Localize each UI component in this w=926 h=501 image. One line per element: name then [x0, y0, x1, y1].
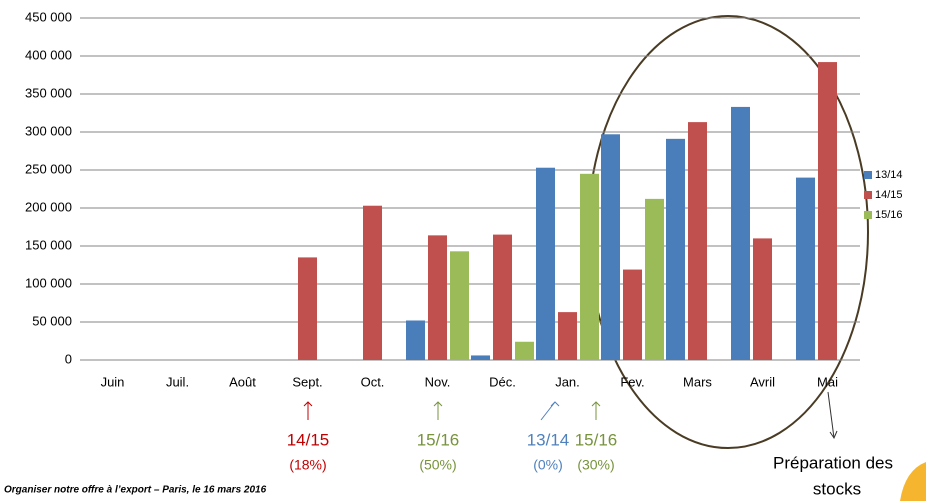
annotation-label: 13/14	[527, 430, 570, 449]
annotation-sub: (0%)	[533, 457, 563, 473]
bar	[666, 138, 685, 360]
bar	[536, 167, 555, 360]
bar	[450, 251, 469, 360]
annotation-arrow-head	[433, 401, 443, 407]
bar	[406, 320, 425, 360]
y-tick-label: 0	[65, 351, 72, 366]
x-tick-label: Mai	[817, 374, 838, 389]
bar	[645, 198, 664, 360]
x-tick-label: Oct.	[361, 374, 385, 389]
bar	[796, 177, 815, 360]
x-tick-label: Déc.	[489, 374, 516, 389]
x-tick-label: Juil.	[166, 374, 189, 389]
annotation-arrow-head	[550, 401, 560, 407]
x-tick-label: Mars	[683, 374, 712, 389]
bar	[753, 238, 772, 360]
y-tick-label: 100 000	[25, 275, 72, 290]
annotation-label: 14/15	[287, 430, 330, 449]
y-tick-label: 400 000	[25, 47, 72, 62]
bar	[298, 257, 317, 360]
bar	[731, 106, 750, 360]
annotation-arrow-head	[591, 401, 601, 407]
y-tick-label: 150 000	[25, 237, 72, 252]
bar	[623, 269, 642, 360]
bar	[471, 355, 490, 360]
annotation-sub: (50%)	[419, 457, 456, 473]
y-tick-label: 50 000	[32, 313, 72, 328]
x-tick-label: Avril	[750, 374, 775, 389]
bar	[363, 205, 382, 360]
x-tick-label: Sept.	[292, 374, 322, 389]
x-tick-label: Août	[229, 374, 256, 389]
legend-label: 15/16	[875, 209, 903, 221]
corner-decoration	[900, 462, 926, 501]
y-tick-label: 450 000	[25, 9, 72, 24]
callout: Préparation des	[773, 453, 893, 472]
y-tick-label: 350 000	[25, 85, 72, 100]
bar	[515, 341, 534, 360]
x-tick-label: Fev.	[620, 374, 644, 389]
y-tick-label: 300 000	[25, 123, 72, 138]
annotation-sub: (30%)	[577, 457, 614, 473]
legend-label: 14/15	[875, 189, 903, 201]
annotation-arrow-head	[303, 401, 313, 407]
legend-swatch	[864, 171, 872, 179]
legend-label: 13/14	[875, 169, 903, 181]
bar	[493, 234, 512, 360]
footer: Organiser notre offre à l’export – Paris…	[4, 485, 267, 496]
legend-swatch	[864, 211, 872, 219]
bar	[818, 62, 837, 360]
annotation-label: 15/16	[417, 430, 460, 449]
callout-arrow	[827, 391, 835, 439]
callout: stocks	[813, 479, 861, 498]
bar	[558, 312, 577, 360]
legend-swatch	[864, 191, 872, 199]
x-tick-label: Juin	[101, 374, 125, 389]
x-tick-label: Nov.	[425, 374, 451, 389]
bar	[601, 134, 620, 360]
y-tick-label: 250 000	[25, 161, 72, 176]
annotation-label: 15/16	[575, 430, 618, 449]
x-tick-label: Jan.	[555, 374, 580, 389]
bar	[580, 173, 599, 360]
bar	[688, 122, 707, 361]
annotation-sub: (18%)	[289, 457, 326, 473]
callout-arrow-head	[829, 430, 838, 440]
y-tick-label: 200 000	[25, 199, 72, 214]
bar	[428, 235, 447, 360]
